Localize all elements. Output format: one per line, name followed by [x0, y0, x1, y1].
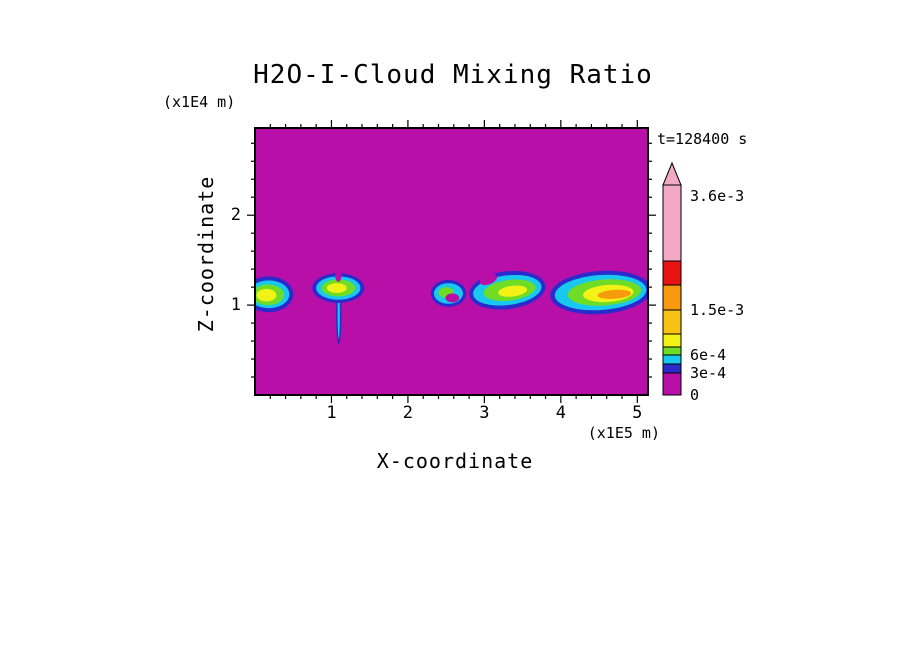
cloud-contour-layer — [335, 270, 342, 282]
colorbar-segment — [662, 333, 682, 348]
cloud-contour-layer — [479, 273, 497, 286]
z-axis-units: (x1E4 m) — [163, 93, 236, 111]
colorbar-segment — [662, 346, 682, 356]
cloud-contour-layer — [498, 285, 528, 297]
x-tick-label: 1 — [326, 403, 337, 423]
colorbar-label: 6e-4 — [690, 346, 727, 364]
cloud-contour-layer — [597, 289, 632, 299]
contour-field — [255, 270, 648, 345]
z-axis-label: Z-coordinate — [194, 175, 218, 333]
z-tick-label: 2 — [230, 205, 241, 226]
figure-title: H2O-I-Cloud Mixing Ratio — [253, 60, 653, 90]
cloud-contour-layer — [445, 293, 460, 303]
z-tick-label: 1 — [230, 295, 241, 316]
colorbar-segment — [662, 354, 682, 365]
colorbar-label: 3e-4 — [690, 364, 727, 382]
x-axis-label: X-coordinate — [376, 449, 534, 473]
colorbar-segment — [662, 184, 682, 262]
plot-background — [255, 128, 648, 395]
colorbar-label: 0 — [690, 386, 700, 404]
colorbar-segment — [662, 284, 682, 311]
x-tick-label: 2 — [402, 403, 414, 423]
x-tick-label: 3 — [479, 403, 490, 423]
cloud-contour-layer — [256, 288, 277, 302]
plot-frame — [254, 127, 649, 396]
x-tick-label: 4 — [555, 403, 566, 423]
colorbar-segment — [662, 372, 682, 396]
time-annotation: t=128400 s — [657, 130, 748, 148]
colorbar-segment — [662, 260, 682, 286]
colorbar-label: 3.6e-3 — [690, 187, 745, 205]
colorbar-label: 1.5e-3 — [690, 301, 745, 319]
colorbar-segment — [662, 309, 682, 335]
colorbar-segment — [662, 363, 682, 374]
colorbar-arrow — [662, 161, 682, 186]
cloud-contour-layer — [326, 283, 347, 293]
x-tick-label: 5 — [632, 403, 643, 423]
x-axis-units: (x1E5 m) — [587, 424, 660, 442]
